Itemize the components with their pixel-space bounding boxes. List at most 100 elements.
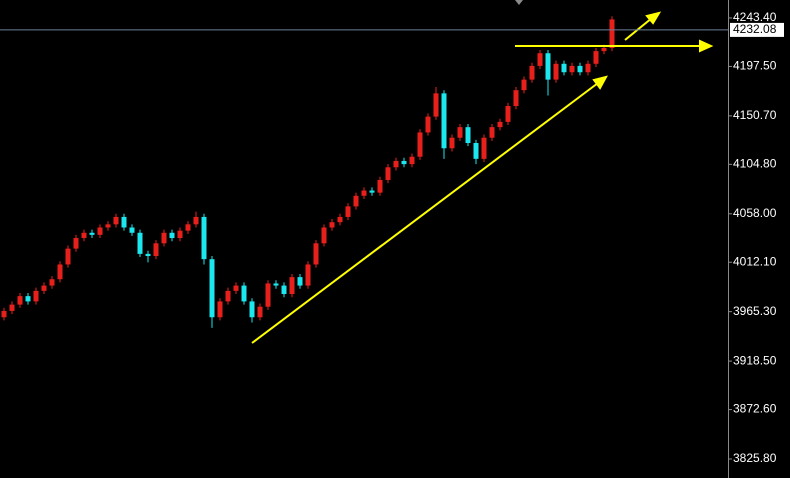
candle-body xyxy=(257,306,263,318)
breakout-arrow xyxy=(624,17,653,41)
candle-body xyxy=(249,301,255,318)
current-price-label: 4232.08 xyxy=(733,22,777,36)
candle-body xyxy=(25,296,31,302)
candle-body xyxy=(313,243,319,265)
candle-body xyxy=(449,137,455,149)
candle-body xyxy=(393,160,399,168)
candle-body xyxy=(505,106,511,122)
candle-body xyxy=(329,222,335,228)
y-tick-label: 4243.40 xyxy=(733,10,777,24)
candle-body xyxy=(9,304,15,311)
candle-body xyxy=(489,127,495,138)
y-tick-label: 3825.80 xyxy=(733,451,777,465)
candle-body xyxy=(81,232,87,239)
candle-body xyxy=(481,137,487,159)
candle-body xyxy=(217,301,223,318)
candle-body xyxy=(41,285,47,291)
candle-body xyxy=(305,264,311,286)
plot xyxy=(1,16,615,328)
candle-body xyxy=(497,121,503,128)
y-tick-label: 4058.00 xyxy=(733,206,777,220)
candle-body xyxy=(561,63,567,73)
candle-body xyxy=(57,264,63,280)
candle-body xyxy=(33,290,39,302)
candle-body xyxy=(281,285,287,295)
candle-body xyxy=(521,79,527,91)
candle-body xyxy=(321,227,327,244)
candle-body xyxy=(409,156,415,165)
arrow-head xyxy=(592,75,608,90)
current-price-box xyxy=(730,22,784,37)
candle-body xyxy=(177,230,183,239)
candle-body xyxy=(473,142,479,159)
candle-body xyxy=(193,216,199,225)
candle-body xyxy=(441,93,447,149)
candle-body xyxy=(553,63,559,80)
annotations xyxy=(251,11,714,344)
candle-body xyxy=(337,216,343,223)
candle-body xyxy=(97,227,103,235)
candle-body xyxy=(345,206,351,217)
candle-body xyxy=(129,227,135,233)
candle-body xyxy=(209,259,215,318)
candle-body xyxy=(369,190,375,193)
candle-body xyxy=(153,243,159,257)
candle-body xyxy=(545,53,551,80)
candle-body xyxy=(569,65,575,73)
candle-body xyxy=(273,283,279,286)
y-tick-label: 4104.80 xyxy=(733,157,777,171)
candle-body xyxy=(289,277,295,295)
candle-body xyxy=(585,63,591,73)
candle-body xyxy=(361,190,367,196)
candle-body xyxy=(145,253,151,257)
candle-body xyxy=(137,232,143,254)
candle-body xyxy=(201,216,207,260)
candle-body xyxy=(1,310,7,318)
candle-body xyxy=(433,93,439,117)
candle-body xyxy=(89,232,95,235)
candle-body xyxy=(17,296,23,305)
candle-body xyxy=(265,283,271,307)
candle-body xyxy=(185,224,191,231)
candle-body xyxy=(529,65,535,80)
candle-body xyxy=(49,279,55,286)
trend-arrow xyxy=(251,82,599,344)
candle-body xyxy=(609,19,615,48)
candle-body xyxy=(161,232,167,244)
candle-body xyxy=(457,127,463,138)
candle-body xyxy=(233,285,239,291)
candle-body xyxy=(465,127,471,143)
candle-body xyxy=(105,224,111,228)
y-tick-label: 3918.50 xyxy=(733,353,777,367)
y-tick-label: 4197.50 xyxy=(733,59,777,73)
y-tick-label: 3872.60 xyxy=(733,402,777,416)
candle-body xyxy=(577,65,583,73)
candle-body xyxy=(425,116,431,133)
candle-body xyxy=(113,216,119,225)
candle-body xyxy=(73,238,79,249)
candle-body xyxy=(537,53,543,66)
candle-body xyxy=(593,51,599,64)
candle-body xyxy=(417,132,423,157)
period-marker xyxy=(515,0,523,5)
candle-body xyxy=(225,290,231,302)
candle-body xyxy=(377,179,383,193)
candle-body xyxy=(385,167,391,180)
candle-body xyxy=(353,195,359,207)
y-tick-label: 4150.70 xyxy=(733,108,777,122)
candle-body xyxy=(601,47,607,52)
candle-body xyxy=(513,90,519,107)
candle-body xyxy=(169,232,175,239)
candle-body xyxy=(401,160,407,165)
arrow-head xyxy=(699,39,714,53)
candle-body xyxy=(65,248,71,265)
arrow-head xyxy=(645,11,662,25)
y-tick-label: 3965.30 xyxy=(733,304,777,318)
y-tick-label: 4012.10 xyxy=(733,254,777,268)
candle-body xyxy=(121,216,127,228)
candle-body xyxy=(297,277,303,286)
candle-body xyxy=(241,285,247,302)
